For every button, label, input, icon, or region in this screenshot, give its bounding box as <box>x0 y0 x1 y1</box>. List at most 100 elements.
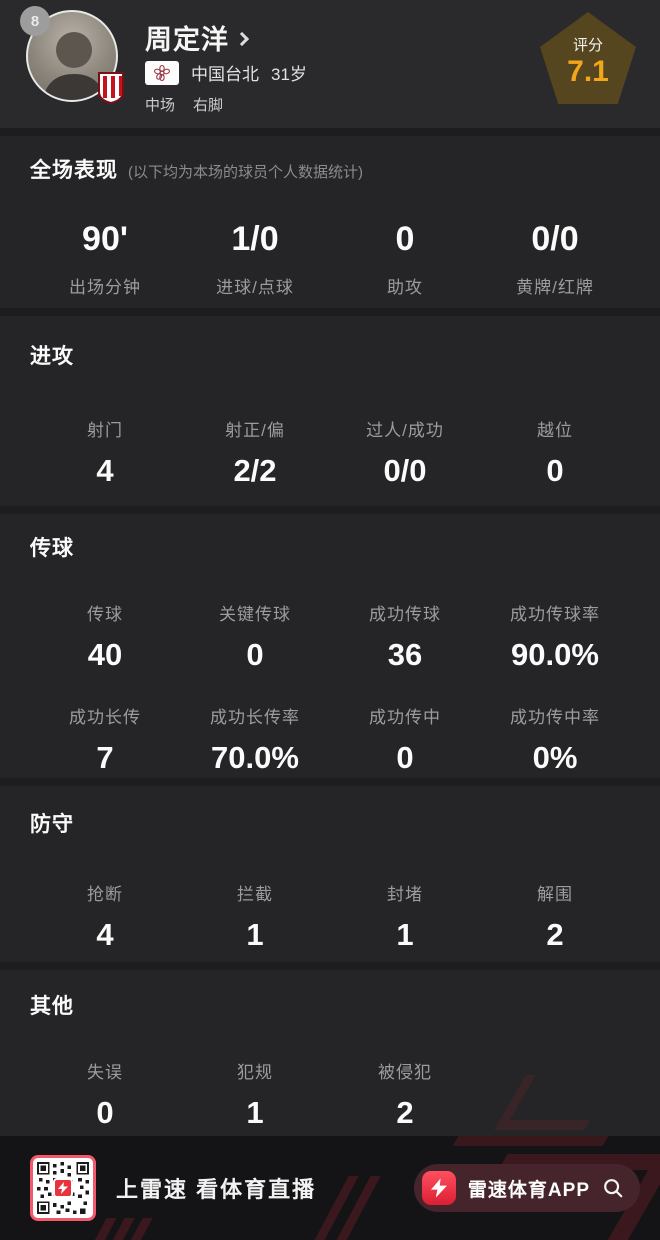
chevron-right-icon <box>234 31 250 46</box>
stat-value: 0% <box>532 740 578 775</box>
stat-value: 90.0% <box>511 637 599 672</box>
stat-cell: 传球 40 <box>30 600 180 673</box>
stat-cell: 成功长传率 70.0% <box>180 703 330 776</box>
stat-value: 1 <box>246 917 264 952</box>
player-header: 8 周定洋 <box>0 0 660 128</box>
stat-value: 0 <box>96 1095 114 1130</box>
stat-label: 进球/点球 <box>216 278 294 297</box>
watermark-shape <box>103 1218 135 1240</box>
stat-label: 过人/成功 <box>366 421 444 440</box>
stat-cell: 抢断 4 <box>30 880 180 953</box>
section-divider <box>0 128 660 136</box>
section-note: (以下均为本场的球员个人数据统计) <box>128 164 363 181</box>
stat-value: 0 <box>546 453 564 488</box>
stat-cell: 90' 出场分钟 <box>30 220 180 298</box>
stat-value: 7 <box>96 740 114 775</box>
stat-cell: 失误 0 <box>30 1058 180 1131</box>
stat-value: 2 <box>396 1095 414 1130</box>
player-silhouette <box>42 32 106 100</box>
stat-value: 0/0 <box>383 453 427 488</box>
app-download-button[interactable]: 雷速体育APP <box>413 1164 640 1212</box>
stat-label: 成功传球率 <box>510 605 600 624</box>
jersey-number-badge: 8 <box>20 6 50 36</box>
lightning-icon <box>421 1171 456 1205</box>
stat-value: 2 <box>546 917 564 952</box>
watermark-shape <box>311 1176 359 1240</box>
stat-value: 1 <box>396 917 414 952</box>
stat-cell: 成功传球 36 <box>330 600 480 673</box>
stat-label: 助攻 <box>387 278 423 297</box>
stat-value: 0 <box>396 740 414 775</box>
section-divider <box>0 778 660 786</box>
stat-label: 失误 <box>87 1063 123 1082</box>
stat-label: 封堵 <box>387 885 423 904</box>
qr-pattern <box>37 1162 89 1214</box>
stat-cell: 解围 2 <box>480 880 630 953</box>
chinese-taipei-flag-icon <box>145 60 179 85</box>
player-name-link[interactable]: 周定洋 <box>145 18 250 57</box>
promo-slogan: 上雷速 看体育直播 <box>116 1177 317 1202</box>
stat-label: 出场分钟 <box>69 278 141 297</box>
stat-cell: 成功传球率 90.0% <box>480 600 630 673</box>
search-icon[interactable] <box>602 1177 624 1199</box>
stat-label: 犯规 <box>237 1063 273 1082</box>
nationality-label: 中国台北 <box>191 65 259 84</box>
club-crest-icon <box>98 72 124 104</box>
stat-value: 0 <box>246 637 264 672</box>
stat-cell: 成功长传 7 <box>30 703 180 776</box>
stat-label: 成功传中 <box>369 708 441 727</box>
position-label: 中场 <box>145 97 176 114</box>
stat-cell: 拦截 1 <box>180 880 330 953</box>
stat-label: 成功长传 <box>69 708 141 727</box>
foot-label: 右脚 <box>193 97 224 114</box>
stat-cell: 犯规 1 <box>180 1058 330 1131</box>
position-row: 中场 右脚 <box>145 94 223 115</box>
section-attack: 进攻 射门 4 射正/偏 2/2 过人/成功 0/0 越位 0 <box>0 316 660 506</box>
section-divider <box>0 308 660 316</box>
watermark-shape <box>452 1136 638 1146</box>
stat-cell: 越位 0 <box>480 416 630 489</box>
watermark-shape <box>121 1218 153 1240</box>
watermark-shape <box>333 1176 381 1240</box>
section-title: 其他 <box>30 995 74 1018</box>
stat-value: 0 <box>395 220 415 258</box>
stat-label: 射门 <box>87 421 123 440</box>
stat-value: 40 <box>87 637 123 672</box>
player-avatar: 8 <box>20 6 124 106</box>
stat-value: 90' <box>82 220 128 258</box>
stat-label: 成功传球 <box>369 605 441 624</box>
section-title: 防守 <box>30 813 74 836</box>
stat-label: 越位 <box>537 421 573 440</box>
rating-value: 7.1 <box>567 55 609 88</box>
section-passing: 传球 传球 40 关键传球 0 成功传球 36 成功传球率 90.0% 成功长传 <box>0 514 660 778</box>
section-defense: 防守 抢断 4 拦截 1 封堵 1 解围 2 <box>0 786 660 962</box>
stat-cell: 关键传球 0 <box>180 600 330 673</box>
watermark-shape <box>85 1218 117 1240</box>
stat-label: 关键传球 <box>219 605 291 624</box>
stat-value: 1/0 <box>231 220 279 258</box>
qr-code <box>30 1155 96 1221</box>
rating-label: 评分 <box>572 37 603 54</box>
player-name: 周定洋 <box>145 25 229 55</box>
section-divider <box>0 962 660 970</box>
stat-label: 被侵犯 <box>378 1063 432 1082</box>
stat-value: 4 <box>96 453 114 488</box>
rating-badge: 评分 7.1 <box>540 12 636 104</box>
stat-cell: 0/0 黄牌/红牌 <box>480 220 630 298</box>
stat-label: 解围 <box>537 885 573 904</box>
stat-cell: 射正/偏 2/2 <box>180 416 330 489</box>
section-title: 进攻 <box>30 345 74 368</box>
stat-label: 射正/偏 <box>225 421 285 440</box>
stat-value: 36 <box>387 637 423 672</box>
player-photo <box>26 10 118 102</box>
section-divider <box>0 506 660 514</box>
section-title: 传球 <box>30 537 74 560</box>
stat-label: 传球 <box>87 605 123 624</box>
stat-cell: 成功传中率 0% <box>480 703 630 776</box>
stat-cell: 0 助攻 <box>330 220 480 298</box>
app-promo-bar: 上雷速 看体育直播 雷速体育APP <box>0 1136 660 1240</box>
stat-cell: 1/0 进球/点球 <box>180 220 330 298</box>
stat-label: 拦截 <box>237 885 273 904</box>
stat-cell: 过人/成功 0/0 <box>330 416 480 489</box>
stat-cell: 封堵 1 <box>330 880 480 953</box>
